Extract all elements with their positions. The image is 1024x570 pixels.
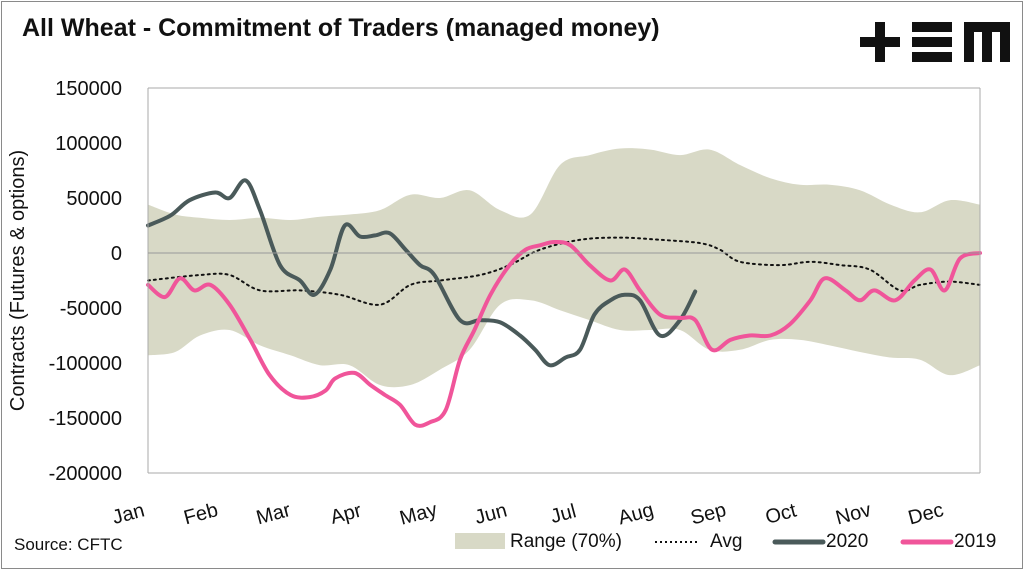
x-tick-label: Feb [181,499,220,529]
x-tick-label: Jun [473,499,510,529]
legend-label-avg: Avg [710,531,742,552]
y-tick-label: -200000 [49,463,122,485]
series-line-2019 [146,239,982,428]
source-note: Source: CFTC [14,535,123,554]
legend-label-2019: 2019 [954,531,996,552]
chart-title: All Wheat - Commitment of Traders (manag… [22,14,660,42]
y-tick-label: 0 [111,243,122,265]
x-tick-label: Dec [906,499,946,529]
x-tick-label: Apr [328,499,364,528]
x-tick-label: Sep [688,499,728,529]
x-tick-label: Mar [254,499,293,529]
y-tick-label: 150000 [55,78,122,100]
x-tick-label: May [397,499,439,530]
x-tick-label: Jan [110,499,147,529]
brand-logo [860,22,1010,67]
y-axis-title: Contracts (Futures & options) [7,150,29,411]
y-tick-label: -150000 [49,408,122,430]
y-tick-label: -100000 [49,353,122,375]
x-tick-label: Jul [548,500,578,528]
series-line-avg [147,236,981,306]
series-line-2020 [146,178,698,368]
y-tick-label: -50000 [60,298,122,320]
legend-label-range: Range (70%) [510,531,622,552]
y-tick-label: 50000 [66,188,122,210]
y-tick-label: 100000 [55,133,122,155]
range-band [148,148,980,388]
x-tick-label: Nov [833,499,873,529]
legend-swatch-range [455,533,505,549]
x-tick-label: Oct [763,499,799,528]
legend-label-2020: 2020 [826,531,868,552]
x-tick-label: Aug [616,499,656,529]
